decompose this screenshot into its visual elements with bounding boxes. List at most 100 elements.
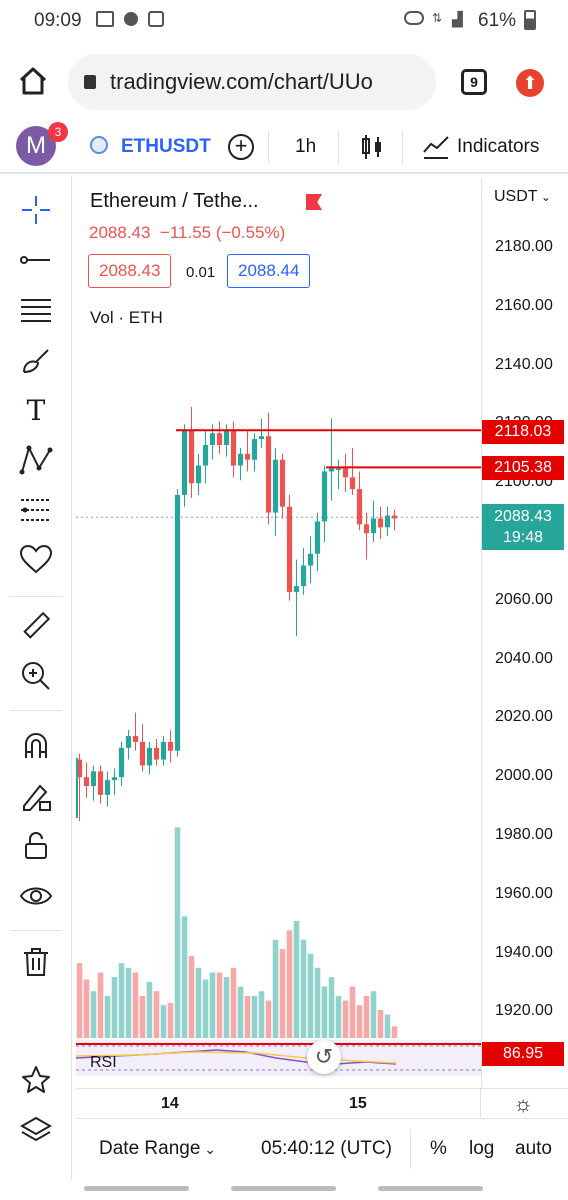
fib-retracement-icon[interactable]: [14, 288, 58, 332]
price-tick: 1940.00: [495, 943, 553, 961]
volume-bar: [335, 995, 342, 1038]
prediction-icon[interactable]: [14, 488, 58, 532]
candle-body: [132, 736, 139, 742]
volume-bar: [377, 1009, 384, 1038]
trendline-icon[interactable]: [14, 238, 58, 282]
volume-bar: [202, 979, 209, 1038]
layers-icon[interactable]: [14, 1108, 58, 1152]
candle-body: [342, 468, 349, 478]
settings-sun-icon[interactable]: ☼: [513, 1091, 534, 1116]
log-toggle[interactable]: log: [469, 1138, 495, 1159]
percent-toggle[interactable]: %: [430, 1138, 447, 1159]
candle-body: [237, 453, 244, 466]
rsi-ma-line: [76, 1051, 397, 1064]
candle-body: [181, 430, 188, 495]
candle-body: [244, 453, 251, 460]
buy-button[interactable]: 2088.44: [227, 254, 311, 288]
divider: [268, 130, 269, 164]
tab-switcher-button[interactable]: 9: [461, 69, 487, 95]
home-icon[interactable]: [18, 66, 48, 96]
flag-icon[interactable]: [306, 194, 322, 210]
candle-body: [356, 489, 363, 525]
candle-body: [90, 771, 97, 787]
url-field[interactable]: tradingview.com/chart/UUo: [68, 54, 436, 110]
zoom-in-icon[interactable]: [14, 654, 58, 698]
notification-badge: 3: [48, 122, 68, 142]
sell-button[interactable]: 2088.43: [88, 254, 172, 288]
currency-dropdown[interactable]: USDT ⌄: [494, 188, 551, 206]
lock-drawing-icon[interactable]: [14, 774, 58, 818]
signal-icon: ▟: [452, 11, 463, 27]
candle-body: [216, 433, 223, 445]
brush-icon[interactable]: [14, 338, 58, 382]
volume-bar: [307, 953, 314, 1038]
candle-body: [195, 465, 202, 484]
auto-toggle[interactable]: auto: [515, 1138, 552, 1159]
time-axis[interactable]: 14 15 ☼: [76, 1088, 568, 1119]
symbol-title[interactable]: Ethereum / Tethe...: [90, 190, 259, 212]
candles-icon[interactable]: [360, 133, 384, 161]
divider: [10, 710, 62, 711]
magnet-icon[interactable]: [14, 724, 58, 768]
candle-body: [272, 459, 279, 513]
ruler-icon[interactable]: [14, 604, 58, 648]
nav-home[interactable]: [231, 1186, 336, 1191]
candle-body: [174, 494, 181, 751]
favorites-heart-icon[interactable]: [14, 538, 58, 582]
date-range-label: Date Range: [99, 1138, 201, 1159]
nav-back[interactable]: [84, 1186, 189, 1191]
volume-bar: [125, 967, 132, 1038]
volume-bar: [146, 981, 153, 1038]
interval-button[interactable]: 1h: [295, 136, 317, 157]
crosshair-icon[interactable]: [14, 188, 58, 232]
indicators-button[interactable]: Indicators: [457, 136, 540, 157]
volume-bar: [279, 949, 286, 1038]
symbol-button[interactable]: ETHUSDT: [121, 136, 211, 157]
volume-bar: [314, 967, 321, 1038]
last-price-label: 2088.43 19:48: [482, 504, 564, 550]
price-tick: 1960.00: [495, 884, 553, 902]
volume-bar: [293, 921, 300, 1038]
text-tool-icon[interactable]: T: [26, 393, 46, 427]
unlock-icon[interactable]: [14, 824, 58, 868]
candle-body: [321, 471, 328, 522]
pattern-icon[interactable]: [14, 438, 58, 482]
volume-bar: [76, 963, 83, 1038]
price-tick: 2040.00: [495, 649, 553, 667]
candle-body: [370, 518, 377, 534]
date-range-button[interactable]: Date Range ⌄: [99, 1138, 216, 1160]
price-tick: 2140.00: [495, 355, 553, 373]
volume-bar: [251, 995, 258, 1038]
trash-icon[interactable]: [14, 940, 58, 984]
candle-body: [258, 436, 265, 440]
indicators-icon: [423, 136, 449, 159]
compare-add-button[interactable]: +: [228, 134, 254, 160]
candle-body: [349, 477, 356, 490]
price-axis[interactable]: USDT ⌄ 2180.002160.002140.002120.002100.…: [481, 178, 568, 1090]
divider: [402, 130, 403, 164]
volume-bar: [349, 986, 356, 1038]
candle-body: [286, 506, 293, 592]
volume-bar: [132, 972, 139, 1038]
volume-bar: [230, 967, 237, 1038]
chart-pane[interactable]: Ethereum / Tethe... 2088.43 −11.55 (−0.5…: [76, 178, 481, 1090]
star-watchlist-icon[interactable]: [14, 1058, 58, 1102]
reset-chart-icon[interactable]: ↺: [307, 1040, 341, 1074]
nav-recents[interactable]: [378, 1186, 483, 1191]
battery-percent: 61%: [478, 10, 517, 31]
volume-bar: [153, 991, 160, 1038]
utc-clock[interactable]: 05:40:12 (UTC): [261, 1138, 392, 1159]
status-bar: 09:09 ⇅ ▟ 61%: [0, 0, 568, 42]
update-icon[interactable]: ⬆: [516, 69, 544, 97]
candle-body: [76, 759, 83, 778]
volume-bar: [167, 1002, 174, 1038]
chevron-down-icon: ⌄: [200, 1141, 217, 1157]
volume-bar: [174, 827, 181, 1038]
eye-icon[interactable]: [14, 874, 58, 918]
price-chart[interactable]: [76, 178, 481, 1090]
bottom-bar: Date Range ⌄ 05:40:12 (UTC) % log auto: [76, 1118, 568, 1180]
time-tick: 15: [349, 1095, 367, 1112]
candle-body: [125, 736, 132, 748]
candle-body: [202, 444, 209, 466]
volume-bar: [286, 930, 293, 1038]
